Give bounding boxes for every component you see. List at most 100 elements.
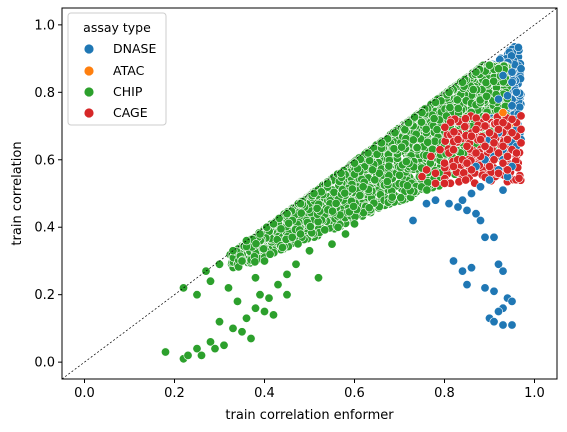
point-cloud-marker [367,165,377,175]
data-point-dnase [507,67,517,77]
data-point-chip [471,67,481,77]
data-point-chip [242,313,252,323]
data-point-chip [242,236,252,246]
x-tick-label: 0.2 [164,386,185,401]
data-point-chip [228,323,238,333]
data-point-cage [493,148,503,158]
point-cloud-marker [445,103,455,113]
point-cloud-marker [410,112,420,122]
data-point-dnase [453,202,463,212]
data-point-cage [453,135,463,145]
data-point-cage [466,165,476,175]
point-cloud-marker [287,232,297,242]
point-cloud-marker [349,201,359,211]
data-point-dnase [498,320,508,330]
legend: assay type DNASE ATAC CHIP CAGE [67,12,167,126]
data-point-dnase [475,182,485,192]
point-cloud-marker [370,175,380,185]
data-point-chip [268,310,278,320]
point-cloud-marker [440,122,450,132]
data-point-cage [480,121,490,131]
data-point-cage [439,178,449,188]
data-point-chip [322,178,332,188]
legend-label-dnase: DNASE [113,41,156,56]
data-point-chip [233,296,243,306]
data-point-chip [304,246,314,256]
data-point-dnase [507,77,517,87]
data-point-dnase [480,283,490,293]
y-tick-label: 1.0 [34,18,55,33]
data-point-dnase [498,71,508,81]
data-point-chip [390,128,400,138]
data-point-cage [516,111,526,121]
data-point-chip [192,290,202,300]
data-point-dnase [507,296,517,306]
point-cloud-marker [293,239,303,249]
data-point-chip [309,189,319,199]
point-cloud-marker [422,185,432,195]
data-point-chip [246,333,256,343]
data-point-cage [462,158,472,168]
point-cloud-marker [408,135,418,145]
point-cloud-marker [265,249,275,259]
data-point-cage [516,138,526,148]
legend-marker-dnase [83,43,95,55]
point-cloud-marker [316,187,326,197]
point-cloud-marker [421,124,431,134]
point-cloud-marker [423,137,433,147]
data-point-dnase [466,263,476,273]
point-cloud-marker [276,224,286,234]
data-point-cage [498,118,508,128]
point-cloud-marker [402,181,412,191]
data-point-dnase [430,195,440,205]
data-point-chip [273,280,283,290]
data-point-chip [201,266,211,276]
data-point-chip [291,259,301,269]
data-point-cage [493,124,503,134]
data-point-chip [215,317,225,327]
data-point-chip [277,243,287,253]
point-cloud-marker [394,170,404,180]
point-cloud-marker [296,208,306,218]
data-point-dnase [471,209,481,219]
data-point-cage [439,158,449,168]
data-point-cage [489,155,499,165]
legend-label-chip: CHIP [113,84,143,99]
point-cloud-marker [274,214,284,224]
data-point-dnase [493,306,503,316]
data-point-cage [417,172,427,182]
data-point-chip [282,290,292,300]
point-cloud-marker [312,203,322,213]
x-tick-label: 0.6 [344,386,365,401]
point-cloud-marker [384,161,394,171]
data-point-dnase [475,216,485,226]
x-tick-label: 0.8 [434,386,455,401]
data-point-dnase [484,175,494,185]
data-point-cage [435,145,445,155]
data-point-chip [457,77,467,87]
point-cloud-marker [453,104,463,114]
data-point-chip [417,108,427,118]
data-point-cage [448,162,458,172]
y-tick-label: 0.8 [34,86,55,101]
data-point-chip [430,97,440,107]
data-point-cage [462,141,472,151]
point-cloud-marker [397,142,407,152]
x-axis-ticks: 0.0 0.2 0.4 0.6 0.8 1.0 [74,379,545,401]
legend-title: assay type [83,20,151,35]
data-point-chip [197,350,207,360]
point-cloud-marker [320,225,330,235]
data-point-cage [475,135,485,145]
data-point-cage [502,165,512,175]
data-point-cage [493,168,503,178]
data-point-chip [282,269,292,279]
point-cloud-marker [460,122,470,132]
point-cloud-marker [372,149,382,159]
x-tick-label: 0.4 [254,386,275,401]
y-axis-label: train correlation [10,141,25,245]
data-point-dnase [502,91,512,101]
data-point-cage [484,128,494,138]
data-point-cage [502,135,512,145]
data-point-dnase [493,94,503,104]
data-point-chip [161,347,171,357]
